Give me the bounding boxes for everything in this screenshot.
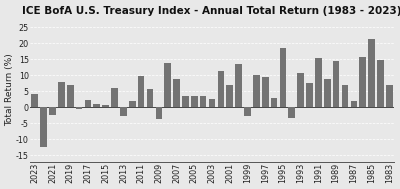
Bar [342, 85, 348, 107]
Bar [94, 104, 100, 107]
Bar [164, 63, 171, 107]
Bar [67, 85, 74, 107]
Bar [111, 88, 118, 107]
Bar [350, 101, 357, 107]
Bar [253, 75, 260, 107]
Bar [200, 96, 206, 107]
Bar [40, 107, 47, 147]
Bar [280, 48, 286, 107]
Bar [324, 78, 330, 107]
Bar [182, 96, 189, 107]
Bar [262, 77, 268, 107]
Bar [129, 101, 136, 107]
Bar [244, 107, 251, 116]
Bar [315, 58, 322, 107]
Bar [359, 57, 366, 107]
Bar [297, 73, 304, 107]
Bar [49, 107, 56, 115]
Bar [173, 78, 180, 107]
Bar [209, 99, 215, 107]
Bar [333, 61, 340, 107]
Bar [138, 76, 144, 107]
Bar [156, 107, 162, 119]
Bar [102, 105, 109, 107]
Bar [32, 94, 38, 107]
Bar [271, 98, 277, 107]
Bar [58, 82, 65, 107]
Bar [191, 96, 198, 107]
Bar [226, 85, 233, 107]
Bar [76, 107, 82, 109]
Bar [288, 107, 295, 118]
Bar [386, 85, 393, 107]
Bar [147, 89, 153, 107]
Bar [85, 100, 91, 107]
Bar [218, 70, 224, 107]
Bar [368, 39, 375, 107]
Title: ICE BofA U.S. Treasury Index - Annual Total Return (1983 - 2023): ICE BofA U.S. Treasury Index - Annual To… [22, 5, 400, 15]
Bar [377, 60, 384, 107]
Y-axis label: Total Return (%): Total Return (%) [6, 53, 14, 126]
Bar [235, 64, 242, 107]
Bar [306, 83, 313, 107]
Bar [120, 107, 127, 116]
